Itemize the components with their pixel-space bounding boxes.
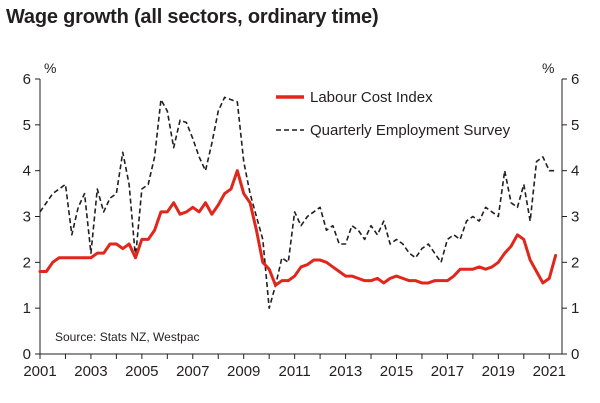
source-note: Source: Stats NZ, Westpac — [55, 330, 200, 344]
y-tick-label-left: 0 — [23, 346, 31, 363]
x-tick-label: 2005 — [125, 363, 158, 380]
y-tick-label-left: 6 — [23, 71, 31, 88]
y-tick-label-left: 2 — [23, 254, 31, 271]
x-tick-label: 2007 — [176, 363, 209, 380]
series-line-labour-cost-index — [38, 169, 558, 287]
x-tick-label: 2019 — [482, 363, 515, 380]
legend: Labour Cost Index Quarterly Employment Su… — [276, 89, 511, 139]
y-tick-label-left: 3 — [23, 209, 31, 226]
left-axis-unit: % — [44, 60, 56, 76]
x-tick-label: 2021 — [533, 363, 566, 380]
y-tick-label-right: 1 — [571, 300, 579, 317]
y-tick-label-right: 2 — [571, 254, 579, 271]
axes: 0 0 1 1 2 2 3 3 4 4 5 5 6 6 2001 2003 2005 2007 2009 2011 20… — [23, 71, 580, 380]
series-line-quarterly-employment-survey — [39, 96, 556, 309]
x-tick-label: 2015 — [380, 363, 413, 380]
y-tick-label-left: 1 — [23, 300, 31, 317]
y-tick-label-right: 6 — [571, 71, 579, 88]
x-tick-label: 2011 — [279, 363, 311, 380]
chart-title: Wage growth (all sectors, ordinary time) — [6, 6, 379, 28]
y-tick-label-right: 3 — [571, 209, 579, 226]
x-tick-label: 2017 — [431, 363, 464, 380]
x-tick-label: 2001 — [23, 363, 56, 380]
legend-label: Labour Cost Index — [310, 89, 433, 106]
y-tick-label-right: 0 — [571, 346, 579, 363]
x-tick-label: 2003 — [74, 363, 107, 380]
right-axis-unit: % — [542, 60, 554, 76]
x-tick-label: 2009 — [227, 363, 260, 380]
y-tick-label-right: 4 — [571, 163, 579, 180]
y-tick-label-left: 4 — [23, 163, 31, 180]
series-layer — [38, 96, 558, 309]
legend-label: Quarterly Employment Survey — [310, 122, 511, 139]
x-tick-label: 2013 — [329, 363, 362, 380]
y-tick-label-left: 5 — [23, 117, 31, 134]
y-tick-label-right: 5 — [571, 117, 579, 134]
